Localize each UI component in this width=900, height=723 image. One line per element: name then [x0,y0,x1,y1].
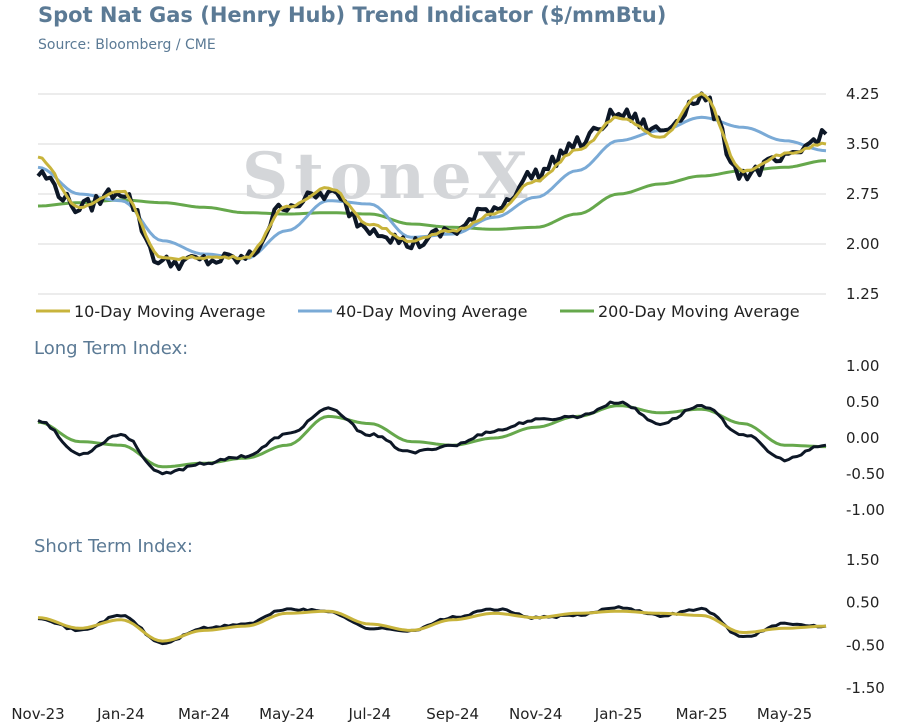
legend-label-ma200: 200-Day Moving Average [598,302,800,321]
price-panel-lines [36,91,828,271]
short-term-signal-line [37,609,827,643]
x-tick-label: Jul-24 [347,705,391,723]
x-tick-label: Nov-23 [11,705,64,723]
y-tick-label: 1.25 [846,285,879,303]
legend-label-ma10: 10-Day Moving Average [74,302,265,321]
long-term-panel-y-axis: 1.00 0.50 0.00 -0.50 -1.00 [846,357,885,519]
y-tick-label: 0.50 [846,393,879,411]
ma10-line [37,92,827,261]
x-tick-label: Jan-24 [96,705,145,723]
long-term-index-title: Long Term Index: [34,338,188,359]
y-tick-label: -1.50 [846,679,885,697]
y-tick-label: 2.00 [846,235,879,253]
price-panel-y-axis: 4.25 3.50 2.75 2.00 1.25 [846,85,879,303]
y-tick-label: 1.50 [846,551,879,569]
y-tick-label: 0.50 [846,594,879,612]
x-tick-label: Sep-24 [426,705,479,723]
y-tick-label: -0.50 [846,636,885,654]
chart-title: Spot Nat Gas (Henry Hub) Trend Indicator… [38,3,666,27]
price-line [36,91,828,271]
x-tick-label: May-25 [757,705,812,723]
x-tick-label: May-24 [259,705,314,723]
short-term-index-title: Short Term Index: [34,536,193,557]
x-tick-label: Nov-24 [509,705,562,723]
ma200-line [37,159,827,231]
y-tick-label: 1.00 [846,357,879,375]
y-tick-label: 0.00 [846,429,879,447]
stonex-watermark: StoneX [242,139,533,214]
short-term-panel-y-axis: 1.50 0.50 -0.50 -1.50 [846,551,885,697]
legend-label-ma40: 40-Day Moving Average [336,302,527,321]
x-tick-label: Jan-25 [594,705,643,723]
long-term-index-line [37,400,827,476]
y-tick-label: 2.75 [846,185,879,203]
x-tick-label: Mar-25 [676,705,728,723]
y-tick-label: 4.25 [846,85,879,103]
long-term-panel-lines [37,400,827,476]
date-x-axis: Nov-23 Jan-24 Mar-24 May-24 Jul-24 Sep-24 Nov-… [11,705,812,723]
long-term-signal-line [37,404,826,469]
y-tick-label: -0.50 [846,465,885,483]
price-panel-gridlines [38,93,826,295]
y-tick-label: 3.50 [846,135,879,153]
y-tick-label: -1.00 [846,501,885,519]
chart-source: Source: Bloomberg / CME [38,37,216,53]
x-tick-label: Mar-24 [178,705,230,723]
price-legend: 10-Day Moving Average 40-Day Moving Aver… [36,302,800,321]
short-term-panel-lines [37,605,827,646]
